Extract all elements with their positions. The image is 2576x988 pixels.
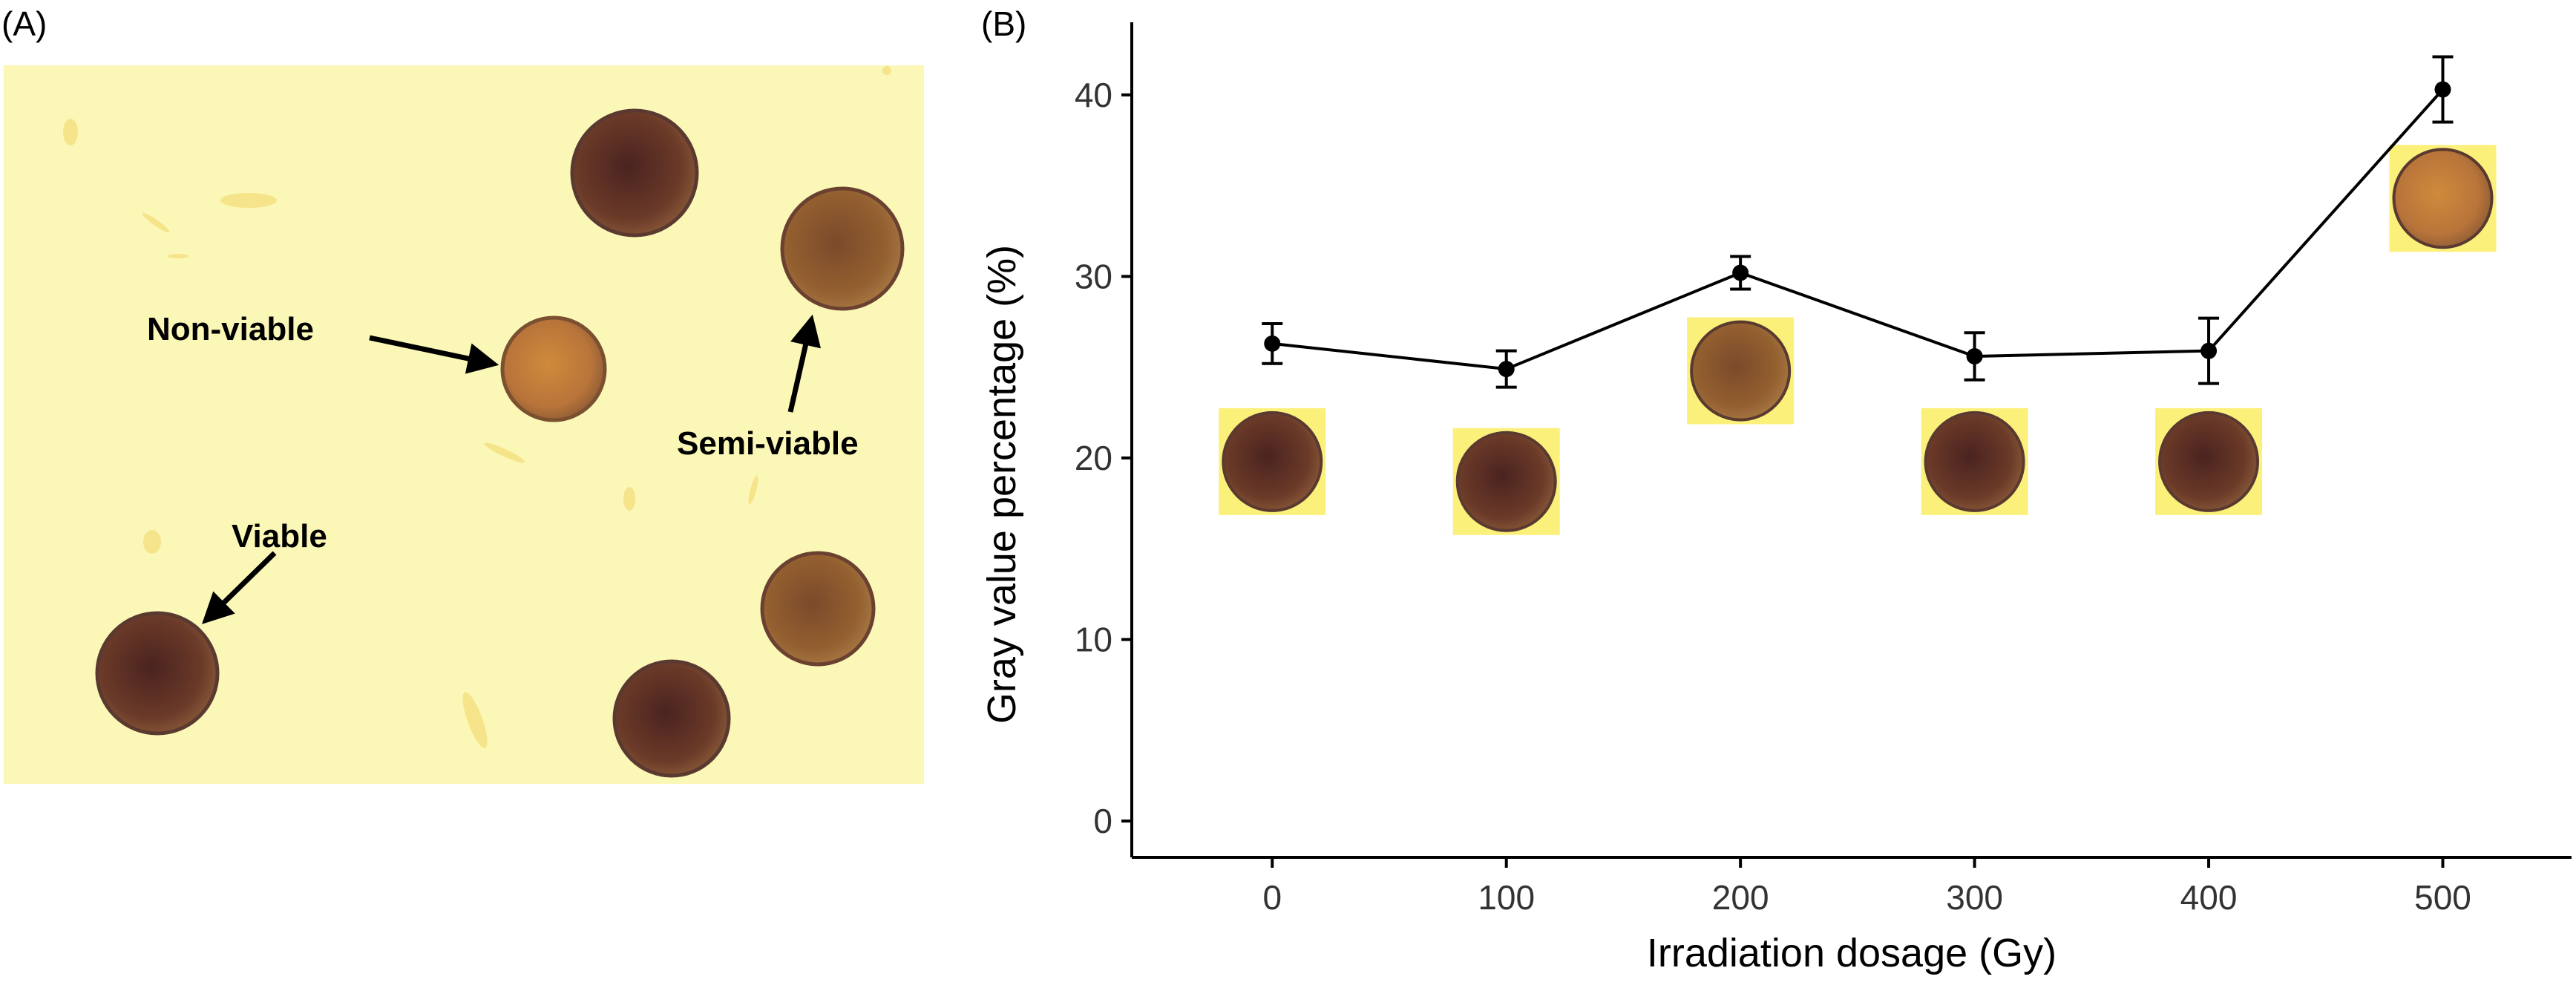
x-tick-label: 500 (2414, 878, 2471, 917)
x-tick-label: 300 (1946, 878, 2003, 917)
inset-pollen-image (2392, 148, 2494, 249)
label-semi-viable: Semi-viable (677, 425, 859, 462)
y-axis-title: Gray value percentage (%) (980, 245, 1024, 724)
label-non-viable: Non-viable (147, 311, 314, 347)
inset-pollen-image (1690, 320, 1792, 422)
arrow-semi-viable (787, 314, 822, 413)
x-axis-title: Irradiation dosage (Gy) (1647, 931, 2056, 975)
panel-a-label: (A) (1, 4, 47, 43)
micrograph-cells (95, 108, 905, 778)
micrograph-debris (63, 66, 891, 748)
inset-pollen-image (1455, 431, 1557, 532)
y-tick-label: 0 (1093, 802, 1112, 840)
inset-pollen-image (1222, 410, 1323, 512)
y-tick-label: 40 (1075, 76, 1112, 114)
x-tick-label: 100 (1478, 878, 1535, 917)
data-point (2434, 81, 2451, 98)
annotations: Non-viable Semi-viable Viable (147, 311, 859, 624)
inset-pollen-image (1924, 410, 2025, 512)
data-point (1732, 264, 1749, 281)
cell-viable (95, 611, 220, 736)
inset-pollen-image (2158, 410, 2260, 512)
x-tick-label: 400 (2180, 878, 2238, 917)
data-point (2200, 342, 2218, 359)
panel-a: (A) Non-viable (1, 4, 924, 784)
cell-semi-viable (780, 186, 905, 311)
cell-bottom (612, 659, 731, 778)
x-tick-label: 200 (1712, 878, 1769, 917)
x-tick-label: 0 (1262, 878, 1282, 917)
cell-right-bottom (760, 551, 876, 667)
data-point (1966, 348, 1983, 364)
panel-b-label: (B) (981, 4, 1026, 43)
data-point (1264, 335, 1281, 352)
cell-top (570, 108, 699, 238)
y-tick-label: 10 (1075, 621, 1112, 659)
arrow-non-viable (369, 335, 499, 374)
series-line (1272, 88, 2444, 371)
arrow-viable (201, 551, 277, 624)
y-tick-label: 20 (1075, 439, 1112, 477)
y-tick-label: 30 (1075, 257, 1112, 295)
cell-non-viable (500, 315, 607, 422)
label-viable: Viable (232, 518, 327, 554)
data-point (1498, 361, 1515, 378)
